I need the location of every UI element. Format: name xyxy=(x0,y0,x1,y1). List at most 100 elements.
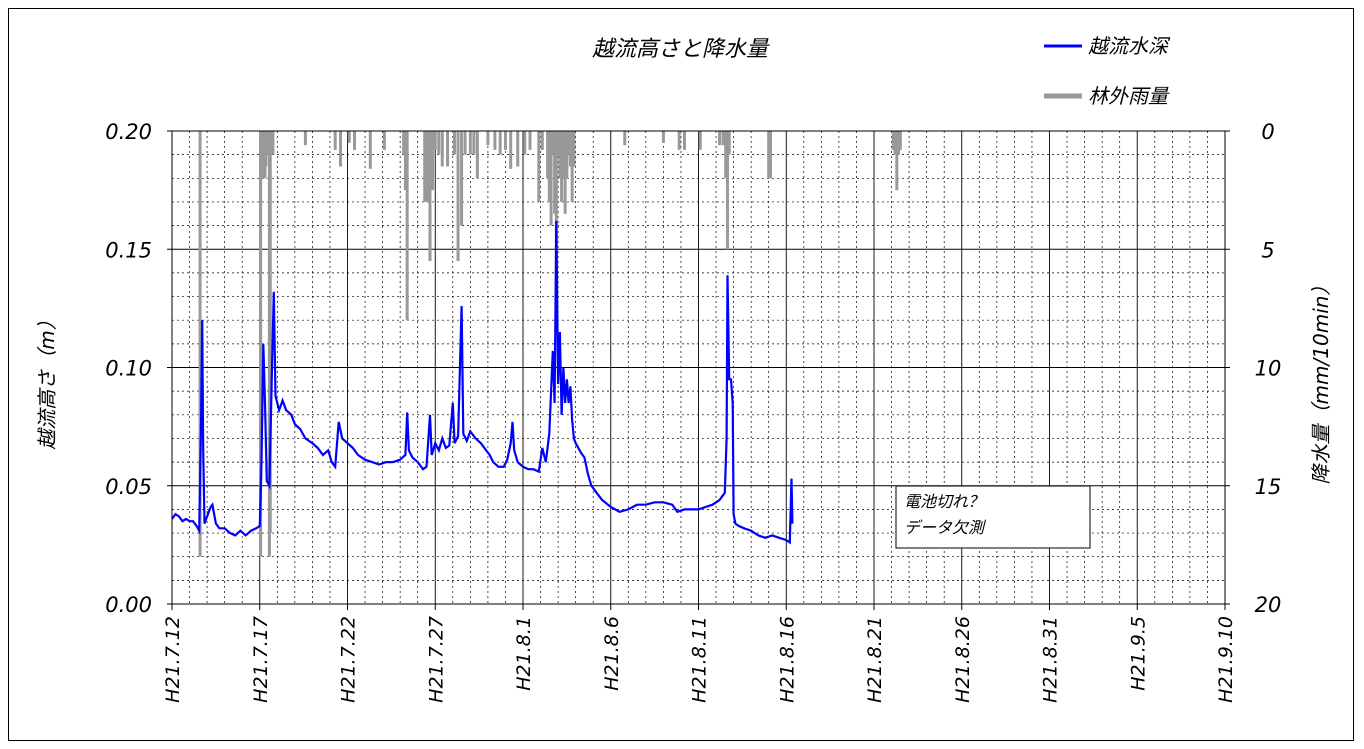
x-tick-label: H21.7.27 xyxy=(425,616,447,703)
rain-bar xyxy=(456,131,460,262)
x-ticks: H21.7.12 H21.7.17 H21.7.22 H21.7.27 H21.8.1 H… xyxy=(162,604,1237,703)
right-y-tick-label: 20 xyxy=(1255,593,1282,617)
rain-bar xyxy=(493,131,497,150)
rain-bar xyxy=(268,131,272,534)
rain-bar xyxy=(661,131,665,143)
rain-bar xyxy=(560,131,564,202)
x-tick-label: H21.8.6 xyxy=(601,616,623,691)
rain-bar xyxy=(558,131,562,179)
legend: 越流水深 林外雨量 xyxy=(1044,34,1171,108)
left-y-tick-label: 0.10 xyxy=(105,357,152,381)
rain-bar xyxy=(721,131,725,146)
annotation-line-2: データ欠測 xyxy=(904,518,987,537)
rain-bar xyxy=(440,131,444,167)
rain-bar xyxy=(767,131,771,179)
x-tick-label: H21.8.21 xyxy=(864,616,886,703)
rain-bar xyxy=(271,131,275,155)
rain-bar xyxy=(509,131,513,169)
rain-bar xyxy=(725,131,729,250)
rain-bar xyxy=(453,131,457,155)
rain-bar xyxy=(402,131,406,155)
rain-bar xyxy=(472,131,476,155)
rain-bar xyxy=(382,131,386,150)
series-line-overflow-depth xyxy=(171,220,794,545)
x-tick-label: H21.8.31 xyxy=(1040,616,1062,703)
rain-bar xyxy=(572,131,576,167)
rain-bar xyxy=(269,131,273,155)
rain-bar xyxy=(498,131,502,155)
rain-bar xyxy=(261,131,265,179)
rain-bar xyxy=(540,131,544,150)
legend-label-depth: 越流水深 xyxy=(1088,34,1171,58)
annotation-box: 電池切れ？ データ欠測 xyxy=(895,485,1091,549)
x-tick-label: H21.8.11 xyxy=(689,616,711,703)
left-y-tick-label: 0.00 xyxy=(105,593,152,617)
x-tick-label: H21.8.16 xyxy=(776,616,798,703)
rain-bar xyxy=(547,131,551,202)
left-y-tick-label: 0.20 xyxy=(105,120,152,144)
rain-bar xyxy=(546,131,550,179)
rain-bar xyxy=(537,131,541,202)
rain-bar xyxy=(503,131,507,150)
right-y-tick-label: 5 xyxy=(1261,238,1274,262)
rain-bar xyxy=(516,131,520,167)
right-y-tick-label: 15 xyxy=(1255,475,1282,499)
rain-bar xyxy=(568,131,572,167)
x-tick-label: H21.8.26 xyxy=(952,616,974,703)
rain-bar xyxy=(437,131,441,155)
rain-bar xyxy=(768,131,772,179)
left-y-axis-label: 越流高さ（m） xyxy=(35,310,59,449)
rain-bar xyxy=(682,131,686,150)
rain-bar xyxy=(523,131,527,155)
rain-bar xyxy=(898,131,902,150)
rain-bar xyxy=(556,131,560,155)
rain-bar xyxy=(551,131,555,155)
rain-bar xyxy=(677,131,681,150)
rain-bar xyxy=(463,131,467,155)
rain-bar xyxy=(724,131,728,179)
left-y-ticks: 0.00 0.05 0.10 0.15 0.20 xyxy=(105,120,172,617)
rain-bar xyxy=(347,131,351,143)
rain-bar xyxy=(563,131,567,214)
rain-bars xyxy=(198,131,902,557)
x-tick-label: H21.8.1 xyxy=(513,616,535,691)
chart-title: 越流高さと降水量 xyxy=(592,37,770,62)
rain-bar xyxy=(333,131,337,150)
rain-bar xyxy=(353,131,357,150)
right-y-axis-label: 降水量（mm/10min） xyxy=(1309,276,1333,485)
rain-bar xyxy=(895,131,899,191)
x-tick-label: H21.7.12 xyxy=(162,616,184,703)
right-y-tick-label: 10 xyxy=(1255,357,1282,381)
rain-bar xyxy=(405,131,409,321)
rain-bar xyxy=(446,131,450,167)
x-tick-label: H21.7.17 xyxy=(250,616,272,703)
chart-frame xyxy=(8,8,1354,741)
x-tick-label: H21.9.10 xyxy=(1215,616,1237,703)
rain-bar xyxy=(553,131,557,214)
rain-bar xyxy=(897,131,901,155)
rain-bar xyxy=(433,131,437,150)
rain-bar xyxy=(475,131,479,179)
rain-bar xyxy=(893,131,897,155)
rain-bar xyxy=(561,131,565,179)
rain-bar xyxy=(468,131,472,155)
rain-bar xyxy=(425,131,429,202)
rain-bar xyxy=(423,131,427,202)
rain-bar xyxy=(198,131,202,557)
rain-bar xyxy=(338,131,342,167)
rain-bar xyxy=(567,131,571,155)
right-y-tick-label: 0 xyxy=(1261,120,1274,144)
rain-bar xyxy=(486,131,490,146)
right-y-ticks: 20 15 10 5 0 xyxy=(1225,120,1281,617)
rain-bar xyxy=(698,131,702,150)
rain-bar xyxy=(623,131,627,146)
x-tick-label: H21.9.5 xyxy=(1127,616,1149,691)
rain-bar xyxy=(266,131,270,155)
rain-bar xyxy=(368,131,372,169)
rain-bar xyxy=(259,131,263,557)
rain-bar xyxy=(727,131,731,155)
rain-bar xyxy=(303,131,307,146)
rain-bar xyxy=(549,131,553,226)
rain-bar xyxy=(403,131,407,191)
